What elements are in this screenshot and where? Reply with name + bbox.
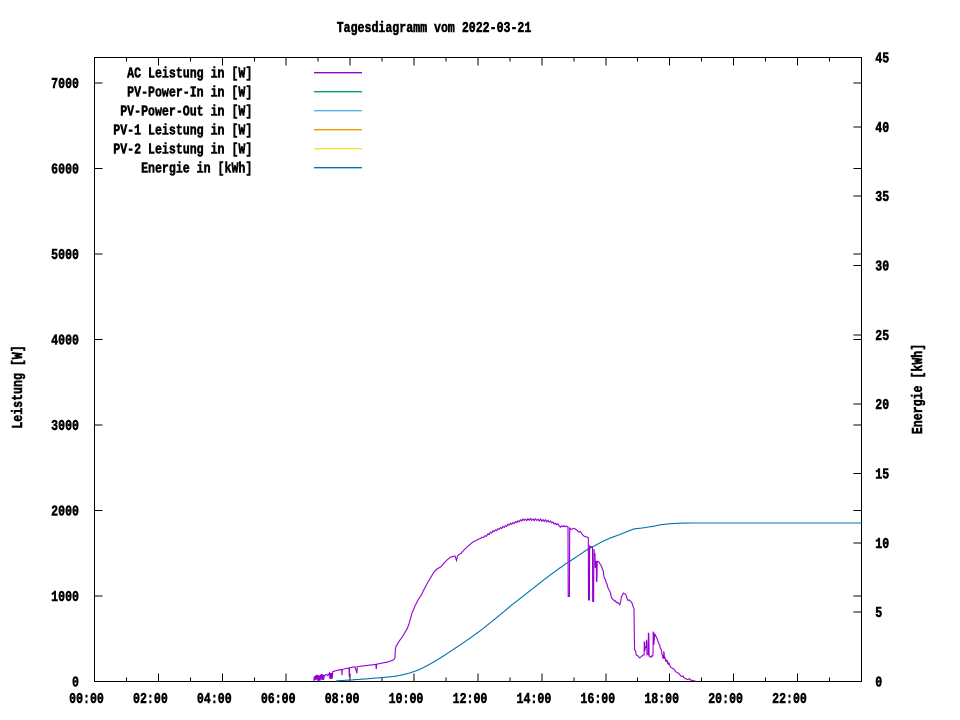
svg-text:Leistung [W]: Leistung [W]: [11, 345, 28, 428]
svg-text:45: 45: [875, 51, 889, 68]
svg-text:02:00: 02:00: [133, 692, 168, 709]
svg-text:Tagesdiagramm vom 2022-03-21: Tagesdiagramm vom 2022-03-21: [337, 21, 532, 38]
svg-text:12:00: 12:00: [453, 692, 488, 709]
svg-text:5000: 5000: [51, 248, 79, 265]
svg-text:25: 25: [875, 329, 889, 346]
svg-text:4000: 4000: [51, 333, 79, 350]
svg-text:Energie in [kWh]: Energie in [kWh]: [141, 162, 252, 179]
svg-text:0: 0: [72, 675, 79, 692]
svg-text:22:00: 22:00: [772, 692, 807, 709]
svg-text:0: 0: [875, 675, 882, 692]
svg-text:3000: 3000: [51, 419, 79, 436]
svg-text:30: 30: [875, 259, 889, 276]
svg-text:5: 5: [875, 606, 882, 623]
svg-text:PV-2 Leistung in [W]: PV-2 Leistung in [W]: [113, 143, 252, 160]
svg-text:PV-Power-In in [W]: PV-Power-In in [W]: [127, 86, 252, 103]
svg-text:Energie [kWh]: Energie [kWh]: [911, 344, 928, 434]
svg-text:7000: 7000: [51, 77, 79, 94]
svg-text:6000: 6000: [51, 163, 79, 180]
svg-text:PV-Power-Out in [W]: PV-Power-Out in [W]: [120, 105, 252, 122]
svg-text:35: 35: [875, 190, 889, 207]
svg-text:15: 15: [875, 467, 889, 484]
svg-text:2000: 2000: [51, 504, 79, 521]
svg-text:1000: 1000: [51, 590, 79, 607]
svg-text:10:00: 10:00: [389, 692, 424, 709]
svg-text:14:00: 14:00: [517, 692, 552, 709]
svg-text:AC Leistung in [W]: AC Leistung in [W]: [127, 67, 252, 84]
svg-text:10: 10: [875, 537, 889, 554]
svg-text:08:00: 08:00: [325, 692, 360, 709]
svg-text:18:00: 18:00: [644, 692, 679, 709]
svg-text:PV-1 Leistung in [W]: PV-1 Leistung in [W]: [113, 124, 252, 141]
svg-text:20:00: 20:00: [708, 692, 743, 709]
svg-text:06:00: 06:00: [261, 692, 296, 709]
svg-text:16:00: 16:00: [580, 692, 615, 709]
svg-text:40: 40: [875, 121, 889, 138]
svg-text:20: 20: [875, 398, 889, 415]
svg-text:00:00: 00:00: [69, 692, 104, 709]
svg-text:04:00: 04:00: [197, 692, 232, 709]
